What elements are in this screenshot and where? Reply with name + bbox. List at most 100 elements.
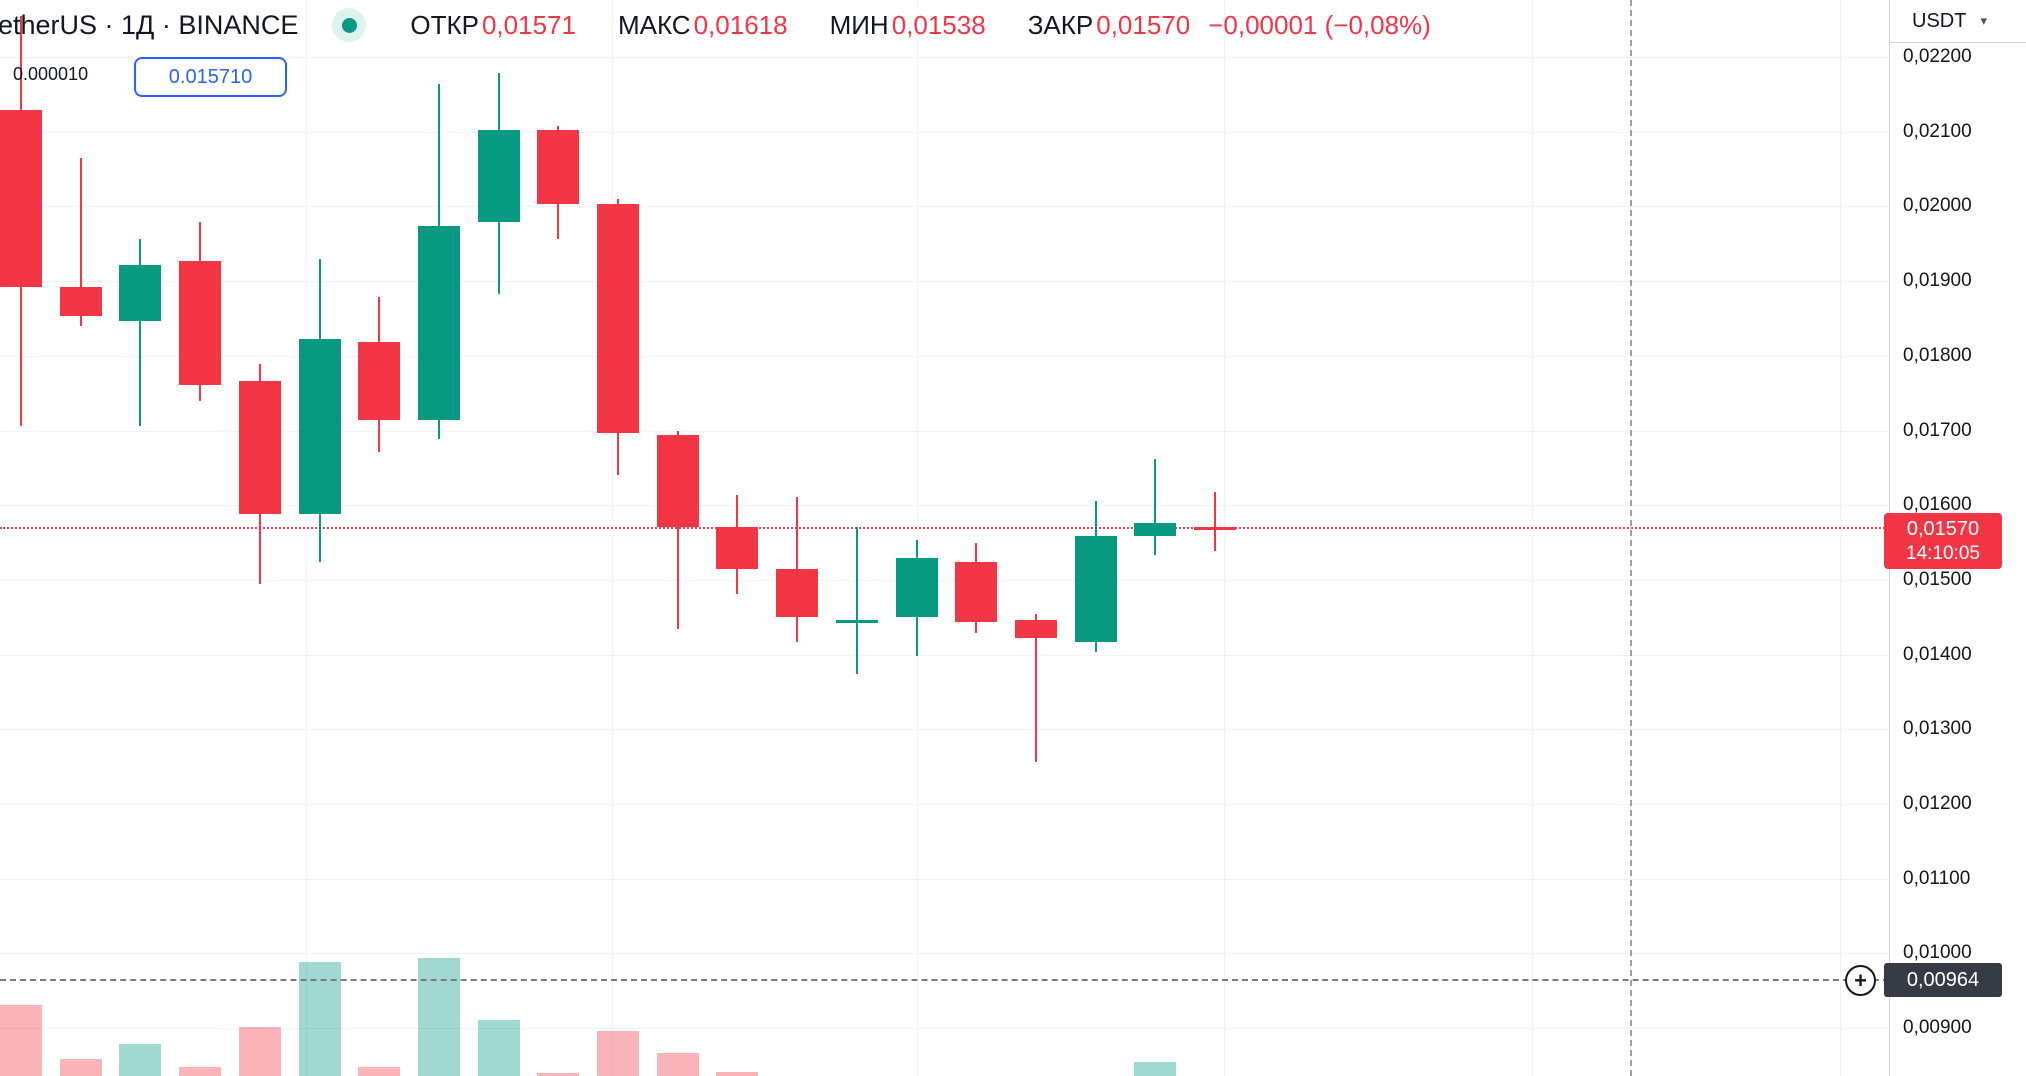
- add-alert-button[interactable]: +: [1845, 965, 1876, 996]
- candle-body: [417, 225, 460, 420]
- grid-line-horizontal: [0, 878, 1889, 880]
- volume-bar: [477, 1020, 520, 1076]
- candle-body: [298, 338, 341, 515]
- legend-close: ЗАКР 0,01570: [1028, 10, 1191, 41]
- legend-high-value: 0,01618: [693, 9, 788, 40]
- candle-wick: [1214, 491, 1216, 552]
- volume-bar: [537, 1073, 580, 1076]
- volume-bar: [358, 1067, 401, 1076]
- grid-line-vertical: [1840, 0, 1841, 1076]
- legend-low-value: 0,01538: [891, 9, 986, 40]
- level-price-tag: 0,00964: [1884, 963, 2002, 997]
- volume-bar: [0, 1005, 42, 1076]
- currency-label: USDT: [1912, 9, 1967, 32]
- candle-body: [955, 561, 998, 623]
- grid-line-horizontal: [0, 1028, 1889, 1029]
- grid-line-horizontal: [0, 729, 1889, 731]
- price-axis-label: 0,02100: [1903, 120, 1972, 142]
- price-input[interactable]: 0.015710: [134, 57, 287, 97]
- candle-body: [358, 342, 401, 420]
- grid-line-horizontal: [0, 953, 1889, 955]
- grid-line-vertical: [306, 0, 307, 1076]
- candle-body: [1194, 526, 1236, 530]
- candle-body: [537, 129, 580, 205]
- price-axis-label: 0,01200: [1903, 792, 1972, 814]
- legend-open-label: ОТКР: [410, 9, 479, 40]
- current-price-line: [0, 527, 1889, 529]
- tick-size-label: 0.000010: [13, 64, 89, 84]
- candle-body: [656, 434, 699, 527]
- price-axis-label: 0,02000: [1903, 195, 1972, 217]
- price-axis-label: 0,02200: [1903, 46, 1972, 67]
- grid-line-horizontal: [0, 505, 1889, 507]
- price-axis-label: 0,01900: [1903, 270, 1972, 292]
- price-axis-label: 0,01000: [1903, 942, 1972, 964]
- grid-line-horizontal: [0, 430, 1889, 432]
- chart-legend: etherUS · 1Д · BINANCE ОТКР 0,01571 МАКС…: [0, 8, 1431, 42]
- price-axis-label: 0,01600: [1903, 494, 1972, 516]
- candle-body: [895, 558, 938, 618]
- crosshair-vertical-line: [1630, 0, 1632, 1076]
- candle-body: [477, 129, 520, 223]
- volume-bar: [417, 958, 460, 1076]
- candle-wick: [1154, 458, 1157, 556]
- candle-body: [0, 110, 42, 287]
- volume-bar: [298, 962, 341, 1076]
- volume-bar: [179, 1067, 222, 1076]
- volume-bar: [716, 1072, 759, 1076]
- price-axis-label: 0,01400: [1903, 643, 1972, 665]
- grid-line-horizontal: [0, 57, 1889, 58]
- candle-body: [1134, 523, 1177, 536]
- current-price-value: 0,01570: [1906, 518, 1980, 540]
- grid-line-horizontal: [0, 206, 1889, 208]
- candle-wick: [676, 430, 679, 630]
- candle-wick: [855, 526, 858, 674]
- chevron-down-icon: ▾: [1980, 13, 1987, 28]
- grid-line-vertical: [612, 0, 613, 1076]
- grid-line-horizontal: [0, 281, 1889, 283]
- currency-toggle-button[interactable]: USDT ▾: [1889, 0, 2026, 43]
- legend-high-label: МАКС: [617, 9, 691, 40]
- candle-body: [238, 381, 281, 515]
- grid-line-horizontal: [0, 131, 1889, 133]
- level-price-value: 0,00964: [1906, 968, 1980, 991]
- legend-open: ОТКР 0,01571: [410, 10, 576, 41]
- price-axis-label: 0,01100: [1903, 867, 1971, 889]
- legend-low: МИН 0,01538: [830, 10, 986, 41]
- candle-body: [1014, 620, 1057, 639]
- grid-line-horizontal: [0, 579, 1889, 581]
- candle-body: [59, 287, 102, 317]
- price-axis-label: 0,01800: [1903, 344, 1972, 366]
- grid-line-horizontal: [0, 355, 1889, 357]
- candle-body: [179, 260, 222, 385]
- candle-wick: [139, 239, 142, 426]
- plus-icon: +: [1854, 967, 1867, 993]
- candle-body: [835, 620, 878, 624]
- green-dot-icon: [341, 17, 357, 33]
- legend-close-value: 0,01570: [1096, 9, 1191, 40]
- legend-open-value: 0,01571: [481, 9, 576, 40]
- legend-low-label: МИН: [829, 9, 889, 40]
- grid-line-vertical: [917, 0, 918, 1076]
- grid-line-vertical: [1224, 0, 1225, 1076]
- legend-close-label: ЗАКР: [1027, 9, 1094, 40]
- price-axis-label: 0,01500: [1903, 568, 1972, 590]
- volume-bar: [656, 1053, 699, 1076]
- grid-line-horizontal: [0, 803, 1889, 805]
- grid-line-vertical: [1532, 0, 1533, 1076]
- grid-line-horizontal: [0, 654, 1889, 656]
- volume-bar: [1134, 1062, 1177, 1076]
- price-axis-label: 0,01700: [1903, 419, 1972, 441]
- candle-body: [597, 204, 639, 433]
- legend-change-value: −0,00001 (−0,08%): [1208, 9, 1431, 40]
- current-price-tag: 0,01570 14:10:05: [1884, 513, 2002, 569]
- volume-bar: [119, 1044, 162, 1076]
- symbol-title[interactable]: etherUS · 1Д · BINANCE: [0, 9, 299, 40]
- volume-bar: [238, 1027, 281, 1076]
- candle-wick: [79, 157, 82, 326]
- candle-wick: [1034, 613, 1037, 763]
- candle-body: [119, 264, 162, 321]
- price-axis-label: 0,00900: [1903, 1017, 1972, 1038]
